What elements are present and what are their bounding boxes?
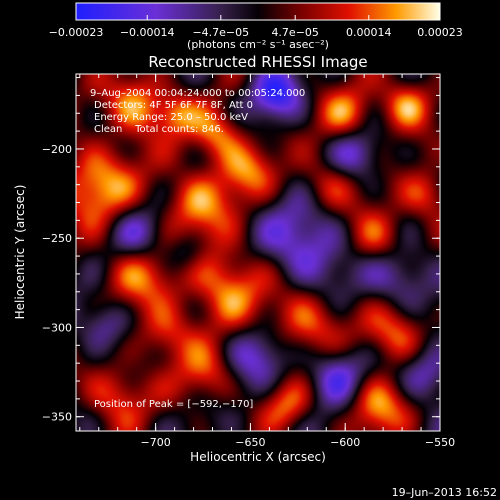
x-tick-label: −700 — [141, 436, 171, 449]
detectors-annotation: Detectors: 4F 5F 6F 7F 8F, Att 0 — [94, 100, 253, 111]
x-tick-label: −550 — [425, 436, 455, 449]
y-tick-label: −350 — [42, 411, 72, 424]
chart-title: Reconstructed RHESSI Image — [148, 53, 367, 71]
energy-annotation: Energy Range: 25.0 – 50.0 keV — [94, 112, 248, 123]
colorbar-tick-label: −0.00023 — [49, 26, 104, 39]
time-range-annotation: 9–Aug–2004 00:04:24.000 to 00:05:24.000 — [90, 88, 305, 99]
colorbar-tick-label: −0.00014 — [120, 26, 175, 39]
y-axis-label: Heliocentric Y (arcsec) — [13, 185, 27, 320]
y-tick-label: −200 — [42, 143, 72, 156]
y-tick-label: −250 — [42, 232, 72, 245]
plot-frame — [75, 73, 441, 432]
x-tick-label: −600 — [330, 436, 360, 449]
x-axis-label: Heliocentric X (arcsec) — [190, 450, 326, 464]
colorbar — [75, 2, 441, 21]
colorbar-tick-label: −4.7e−05 — [192, 26, 249, 39]
axis-ticks: −700 −650 −600 −550 −350 −300 −250 −200 — [42, 74, 455, 449]
x-tick-label: −650 — [235, 436, 265, 449]
heatmap-image — [76, 74, 440, 431]
timestamp: 19–Jun–2013 16:52 — [392, 486, 497, 499]
algorithm-annotation: Clean Total counts: 846. — [94, 124, 224, 135]
colorbar-unit-label: (photons cm⁻² s⁻¹ asec⁻²) — [187, 38, 329, 51]
peak-annotation: Position of Peak = [−592,−170] — [94, 399, 253, 410]
colorbar-tick-label: 0.00023 — [417, 26, 463, 39]
colorbar-ticks: −0.00023 −0.00014 −4.7e−05 4.7e−05 0.00014 0.… — [49, 15, 463, 39]
y-tick-label: −300 — [42, 321, 72, 334]
colorbar-tick-label: 4.7e−05 — [271, 26, 318, 39]
colorbar-tick-label: 0.00014 — [346, 26, 392, 39]
